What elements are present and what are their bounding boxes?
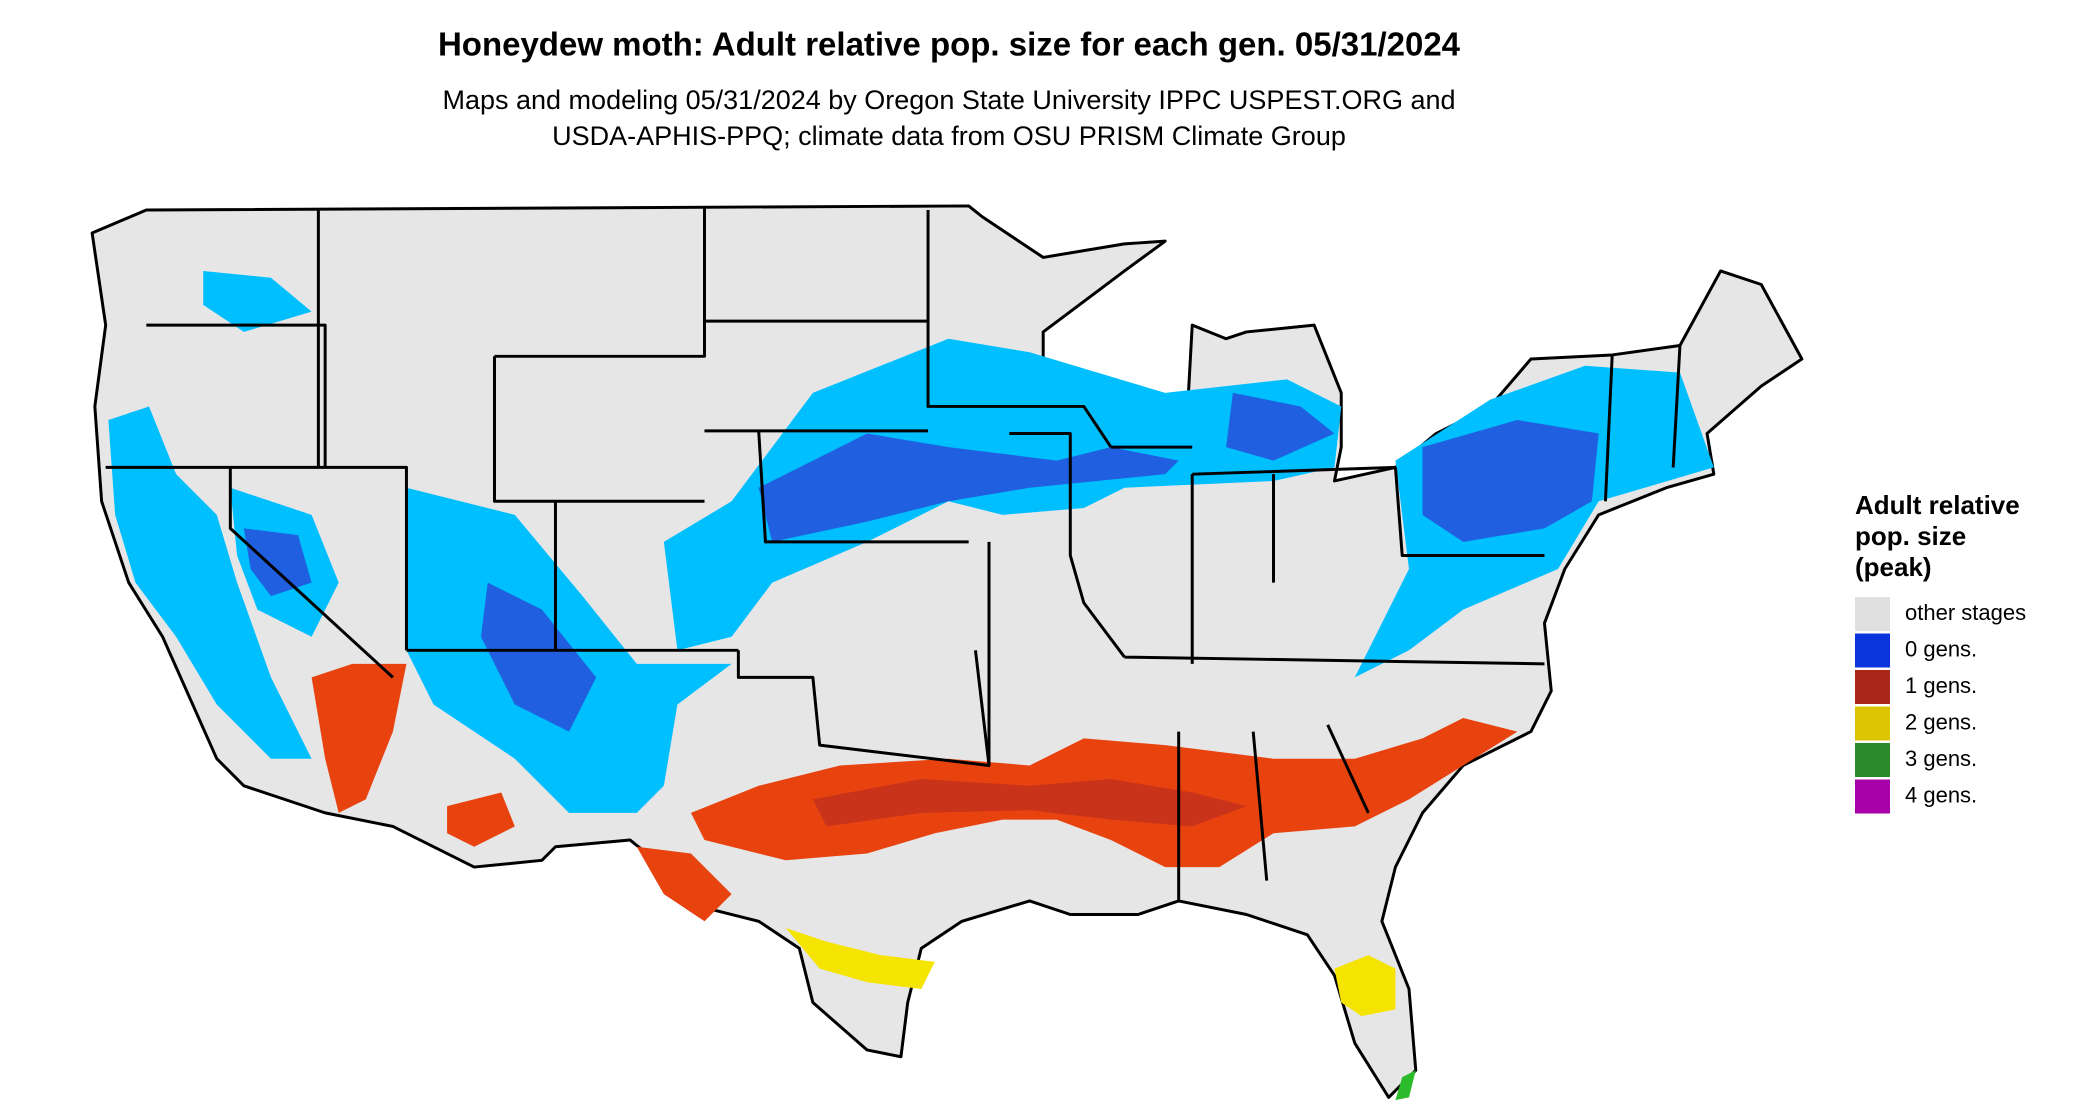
legend-label: 3 gens. bbox=[1905, 746, 1977, 771]
legend-label: 4 gens. bbox=[1905, 782, 1977, 807]
legend-label: 1 gens. bbox=[1905, 673, 1977, 698]
legend-swatch bbox=[1855, 779, 1890, 814]
legend-swatch bbox=[1855, 706, 1890, 741]
legend-label: 2 gens. bbox=[1905, 709, 1977, 734]
legend-swatch bbox=[1855, 670, 1890, 704]
legend-swatch bbox=[1855, 597, 1890, 631]
subtitle: USDA-APHIS-PPQ; climate data from OSU PR… bbox=[552, 121, 1346, 151]
zone-yellow bbox=[785, 928, 1416, 1101]
us-map bbox=[90, 204, 1804, 1101]
legend-label: 0 gens. bbox=[1905, 636, 1977, 661]
legend-title: (peak) bbox=[1855, 552, 1932, 582]
legend-swatch bbox=[1855, 743, 1890, 777]
title: Honeydew moth: Adult relative pop. size … bbox=[438, 26, 1461, 63]
subtitle: Maps and modeling 05/31/2024 by Oregon S… bbox=[442, 85, 1455, 115]
legend-label: other stages bbox=[1905, 600, 2026, 625]
legend-title: Adult relative bbox=[1855, 490, 2020, 520]
legend-swatch bbox=[1855, 633, 1890, 668]
state-borders bbox=[105, 207, 1682, 901]
legend-title: pop. size bbox=[1855, 521, 1966, 551]
zone-red bbox=[311, 663, 1518, 922]
